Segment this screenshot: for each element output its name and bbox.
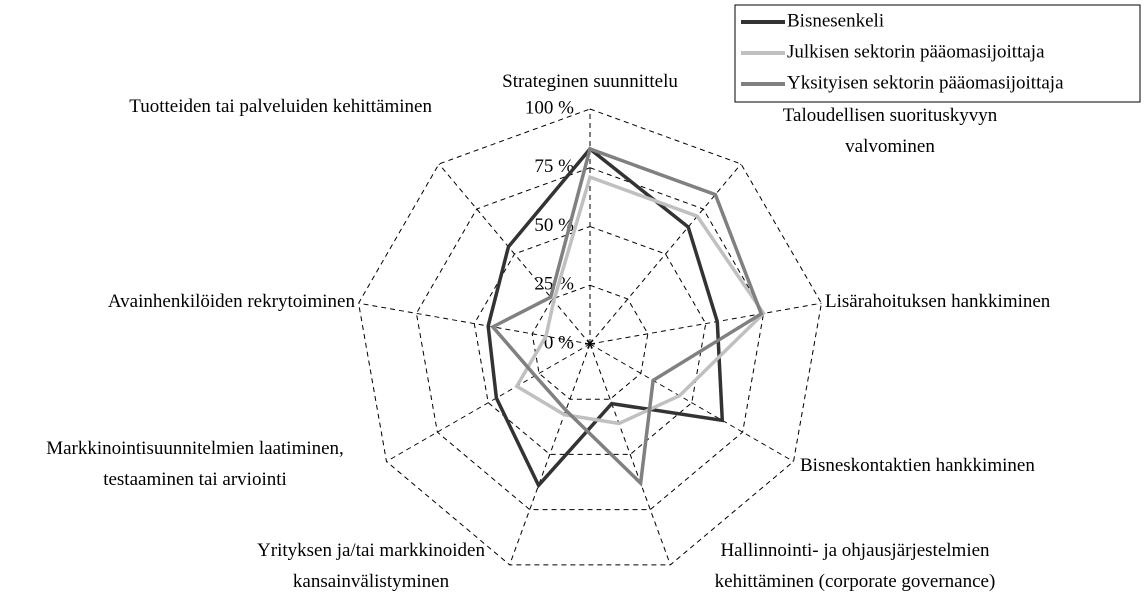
spoke [358, 302, 591, 345]
category-label-line: Tuotteiden tai palveluiden kehittäminen [129, 96, 432, 117]
category-label: Bisneskontaktien hankkiminen [800, 455, 1035, 476]
legend-box [734, 4, 1141, 103]
category-label-line: Lisärahoituksen hankkiminen [825, 291, 1051, 312]
y-tick-label: 75 % [534, 156, 574, 177]
category-label-line: Taloudellisen suorituskyvyn [783, 105, 998, 126]
category-label-line: testaaminen tai arviointi [103, 469, 287, 490]
category-label: Yrityksen ja/tai markkinoiden kansainväli… [257, 540, 485, 592]
series-line [486, 146, 725, 489]
spoke [589, 163, 742, 345]
legend-label: Julkisen sektorin pääomasijoittaja [787, 41, 1045, 62]
category-label: Strateginen suunnittelu [502, 71, 678, 92]
spoke [386, 343, 591, 462]
category-label-line: Markkinointisuunnitelmien laatiminen, [46, 438, 344, 459]
spoke [589, 343, 794, 462]
category-label-line: Strateginen suunnittelu [502, 71, 678, 92]
category-label: Tuotteiden tai palveluiden kehittäminen [129, 96, 432, 117]
grid-ring [415, 167, 765, 511]
grid-ring [473, 225, 707, 455]
category-label: Markkinointisuunnitelmien laatiminen, tes… [46, 438, 344, 490]
spoke [509, 343, 591, 565]
category-label-line: Bisneskontaktien hankkiminen [800, 455, 1035, 476]
center-mark [587, 339, 593, 349]
category-label: Hallinnointi- ja ohjausjärjestelmien kehi… [715, 540, 996, 592]
spoke [589, 343, 671, 565]
legend-label: Yksityisen sektorin pääomasijoittaja [787, 72, 1064, 93]
category-label-line: kehittäminen (corporate governance) [715, 571, 996, 592]
spoke [438, 163, 591, 345]
category-label: Lisärahoituksen hankkiminen [825, 291, 1051, 312]
category-label: Taloudellisen suorituskyvyn valvominen [783, 105, 998, 157]
category-label-line: Yrityksen ja/tai markkinoiden [257, 540, 485, 561]
grid-ring [358, 108, 822, 566]
grid-ring [531, 284, 649, 400]
category-label: Avainhenkilöiden rekrytoiminen [108, 291, 356, 312]
spoke [589, 302, 822, 345]
category-label-line: Avainhenkilöiden rekrytoiminen [108, 291, 356, 312]
y-tick-label: 100 % [525, 97, 574, 118]
series-line [514, 174, 766, 426]
category-label-line: Hallinnointi- ja ohjausjärjestelmien [720, 540, 990, 561]
category-label-line: valvominen [845, 136, 935, 157]
series-line [490, 146, 764, 487]
legend-label: Bisnesenkeli [787, 10, 884, 31]
y-tick-label: 50 % [534, 215, 574, 236]
y-tick-label: 0 % [544, 332, 574, 353]
category-label-line: kansainvälistyminen [293, 571, 450, 592]
